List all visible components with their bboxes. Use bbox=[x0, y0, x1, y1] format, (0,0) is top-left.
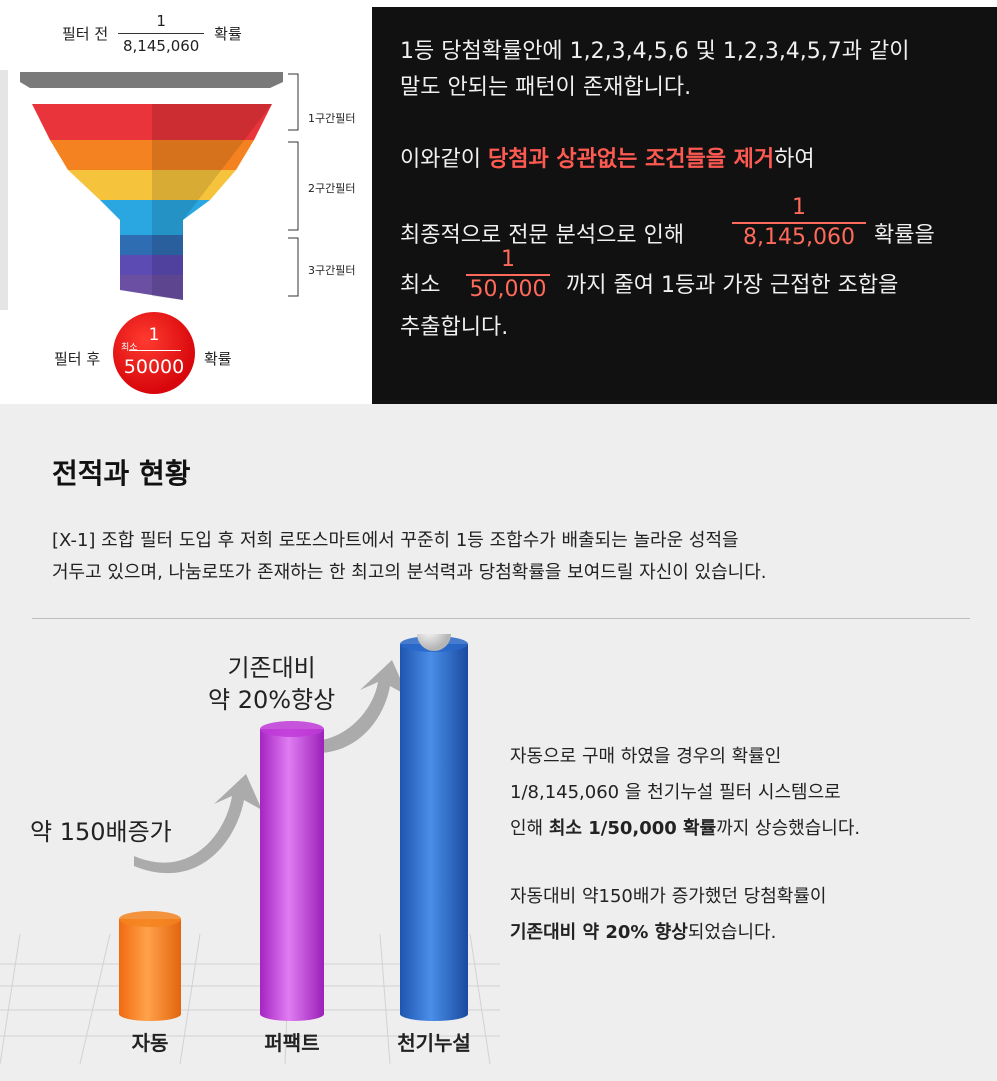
bar-cap-1 bbox=[119, 911, 181, 927]
dark-fraction-2: 1 50,000 bbox=[466, 247, 550, 303]
bar-top-ball bbox=[417, 634, 451, 651]
chart-bars: 자동 퍼팩트 천기누설 bbox=[119, 634, 471, 1055]
bar-1 bbox=[119, 919, 181, 1014]
comparison-chart: 자동 퍼팩트 천기누설 bbox=[0, 634, 500, 1065]
bar-base-1 bbox=[119, 1007, 181, 1021]
before-numerator: 1 bbox=[156, 12, 166, 30]
after-filter-suffix: 확률 bbox=[204, 350, 232, 368]
desc-2-line-2: 기존대비 약 20% 향상되었습니다. bbox=[510, 922, 777, 943]
funnel-band-lightblue bbox=[100, 200, 210, 235]
funnel-band-blue bbox=[120, 235, 183, 255]
callout-150x: 약 150배증가 bbox=[30, 818, 172, 846]
stage-label-3: 3구간필터 bbox=[308, 264, 356, 277]
after-numerator: 1 bbox=[148, 325, 160, 345]
stage-label-2: 2구간필터 bbox=[308, 182, 356, 195]
stats-section: 전적과 현황 [X-1] 조합 필터 도입 후 저희 로또스마트에서 꾸준히 1… bbox=[0, 404, 997, 1081]
dark-line-4-prefix: 최종적으로 전문 분석으로 인해 bbox=[400, 223, 685, 248]
section-divider bbox=[32, 618, 970, 619]
explanation-panel: 1등 당첨확률안에 1,2,3,4,5,6 및 1,2,3,4,5,7과 같이 … bbox=[372, 7, 997, 404]
bracket-3 bbox=[288, 237, 299, 297]
bracket-1 bbox=[288, 73, 299, 131]
after-filter-badge: 최소 1 50000 bbox=[113, 312, 195, 394]
arrow-up-1 bbox=[134, 774, 262, 874]
funnel-panel: 필터 전 1 8,145,060 확률 1구간필터 2구간필터 3구간 bbox=[0, 0, 372, 404]
bar-base-2 bbox=[260, 1007, 324, 1021]
funnel-band-violet bbox=[120, 255, 183, 275]
bar-label-2: 퍼팩트 bbox=[264, 1031, 319, 1055]
bar-3 bbox=[400, 644, 468, 1014]
before-denominator: 8,145,060 bbox=[123, 37, 200, 55]
bar-cap-2 bbox=[260, 721, 324, 737]
highlight-text: 당첨과 상관없는 조건들을 제거 bbox=[487, 147, 775, 172]
desc-2-line-1: 자동대비 약150배가 증가했던 당첨확률이 bbox=[510, 886, 827, 907]
bracket-2 bbox=[288, 141, 299, 231]
bar-label-3: 천기누설 bbox=[397, 1031, 471, 1055]
funnel-graphic bbox=[0, 70, 299, 310]
dark-line-4-suffix: 확률을 bbox=[874, 223, 935, 248]
desc-1-line-3: 인해 최소 1/50,000 확률까지 상승했습니다. bbox=[510, 818, 861, 839]
after-filter-label: 필터 후 bbox=[54, 350, 101, 368]
stats-title: 전적과 현황 bbox=[52, 457, 191, 490]
dark-line-2: 말도 안되는 패턴이 존재합니다. bbox=[400, 75, 692, 100]
before-filter-row: 필터 전 1 8,145,060 확률 bbox=[62, 12, 242, 55]
dark-line-6: 추출합니다. bbox=[400, 315, 509, 340]
funnel-cap bbox=[20, 72, 283, 88]
funnel-band-yellow bbox=[68, 170, 236, 200]
intro-line-2: 거두고 있으며, 나눔로또가 존재하는 한 최고의 분석력과 당첨확률을 보여드… bbox=[52, 562, 767, 583]
dark-line-5-prefix: 최소 bbox=[400, 273, 441, 298]
before-filter-fraction: 1 8,145,060 bbox=[118, 12, 205, 55]
desc-1-line-1: 자동으로 구매 하였을 경우의 확률인 bbox=[510, 746, 782, 767]
callout-20pct: 기존대비 약 20%향상 bbox=[208, 654, 336, 714]
bar-label-1: 자동 bbox=[132, 1031, 169, 1055]
before-filter-label: 필터 전 bbox=[62, 25, 109, 43]
dark-line-5-suffix: 까지 줄여 1등과 가장 근접한 조합을 bbox=[566, 273, 899, 298]
funnel-side-bar bbox=[0, 70, 8, 310]
funnel-band-purple bbox=[120, 275, 183, 300]
bar-base-3 bbox=[400, 1007, 468, 1021]
intro-line-1: [X-1] 조합 필터 도입 후 저희 로또스마트에서 꾸준히 1등 조합수가 … bbox=[52, 530, 739, 551]
dark-fraction-1: 1 8,145,060 bbox=[732, 195, 866, 251]
dark-line-3: 이와같이 당첨과 상관없는 조건들을 제거하여 bbox=[400, 147, 815, 172]
funnel-band-orange bbox=[50, 140, 254, 170]
desc-1-line-2: 1/8,145,060 을 천기누설 필터 시스템으로 bbox=[510, 782, 841, 803]
after-denominator: 50000 bbox=[123, 356, 185, 378]
funnel-band-red bbox=[32, 104, 272, 140]
after-min-label: 최소 bbox=[121, 343, 138, 353]
dark-line-1: 1등 당첨확률안에 1,2,3,4,5,6 및 1,2,3,4,5,7과 같이 bbox=[400, 39, 910, 64]
stage-label-1: 1구간필터 bbox=[308, 112, 356, 125]
bar-2 bbox=[260, 729, 324, 1014]
before-filter-suffix: 확률 bbox=[214, 25, 242, 43]
